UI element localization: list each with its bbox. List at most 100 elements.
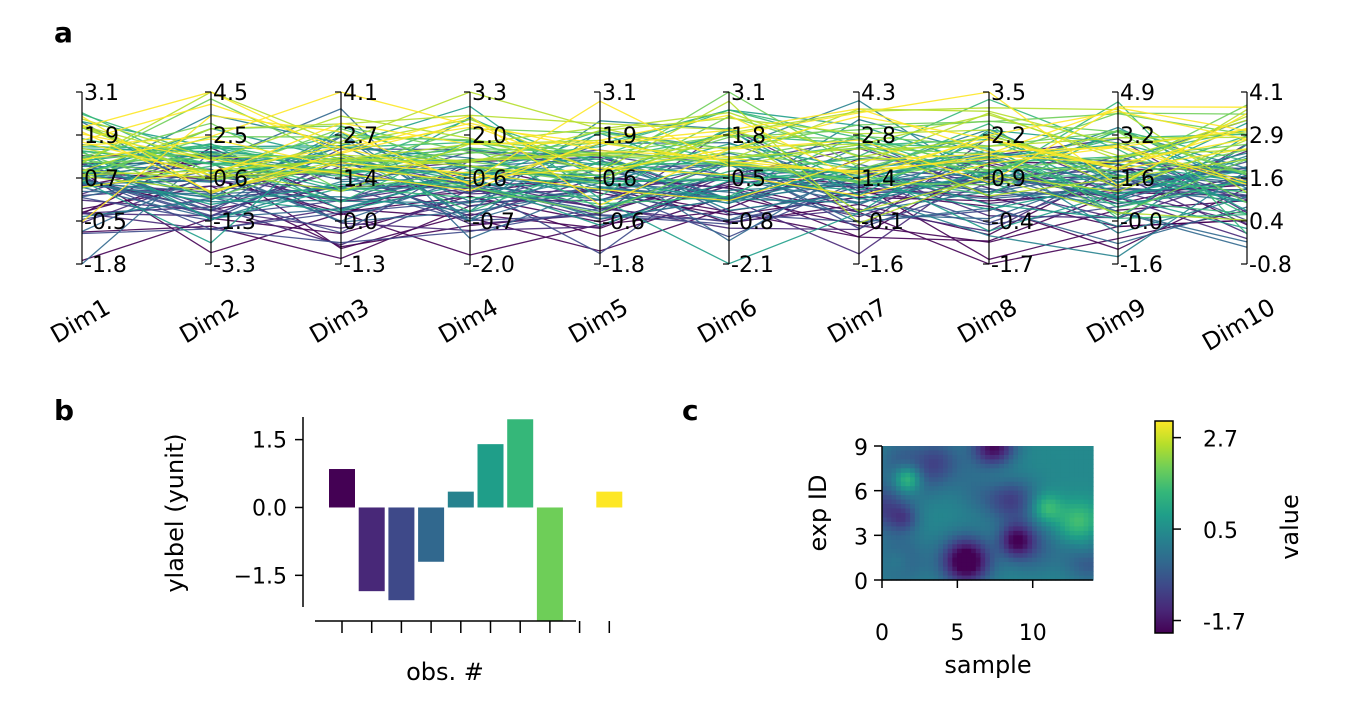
heatmap-cell	[985, 504, 991, 510]
heatmap-cell	[900, 472, 907, 478]
heatmap-cell	[966, 521, 972, 527]
heatmap-cell	[975, 477, 982, 483]
heatmap-cell	[882, 553, 888, 559]
heatmap-cell	[914, 521, 921, 527]
heatmap-cell	[1050, 548, 1057, 554]
heatmap-cell	[1027, 562, 1033, 568]
heatmap-cell	[886, 575, 892, 581]
heatmap-cell	[924, 566, 930, 572]
heatmap-cell	[896, 446, 902, 452]
heatmap-cell	[1022, 557, 1028, 563]
heatmap-cell	[938, 454, 944, 460]
heatmap-cell	[924, 463, 930, 469]
heatmap-cell	[942, 463, 949, 469]
heatmap-y-tick-label: 6	[854, 481, 868, 506]
heatmap-cell	[1027, 499, 1033, 505]
heatmap-cell	[928, 490, 935, 496]
heatmap-cell	[910, 495, 916, 501]
heatmap-cell	[1046, 504, 1052, 510]
heatmap-cell	[938, 468, 944, 474]
heatmap-cell	[1055, 513, 1061, 519]
heatmap-cell	[947, 472, 953, 478]
heatmap-cell	[961, 468, 967, 474]
heatmap-cell	[1013, 521, 1019, 527]
heatmap-cell	[989, 530, 996, 536]
heatmap-cell	[900, 459, 907, 465]
heatmap-cell	[1027, 513, 1033, 519]
heatmap-cell	[980, 539, 986, 545]
heatmap-cell	[919, 513, 925, 519]
heatmap-cell	[999, 486, 1005, 492]
dimension-label: Dim10	[1198, 293, 1280, 357]
heatmap-cell	[1027, 454, 1033, 460]
heatmap-cell	[1013, 544, 1019, 550]
heatmap-cell	[1055, 553, 1061, 559]
heatmap-cell	[933, 490, 939, 496]
heatmap-cell	[1017, 526, 1024, 532]
heatmap-cell	[952, 548, 958, 554]
heatmap-cell	[989, 539, 996, 545]
heatmap-cell	[1013, 499, 1019, 505]
parallel-line	[81, 103, 1248, 197]
heatmap-cell	[1074, 490, 1080, 496]
heatmap-cell	[1041, 463, 1047, 469]
heatmap-cell	[1064, 468, 1071, 474]
heatmap-cell	[886, 468, 892, 474]
heatmap-cell	[1046, 557, 1052, 563]
heatmap-cell	[891, 513, 897, 519]
heatmap-cell	[1083, 535, 1089, 541]
heatmap-cell	[914, 450, 921, 456]
heatmap-cell	[924, 490, 930, 496]
heatmap-cell	[957, 539, 963, 545]
parallel-lines	[81, 91, 1248, 265]
heatmap-cell	[994, 513, 1000, 519]
heatmap-cell	[891, 446, 897, 452]
heatmap-cell	[1046, 517, 1052, 523]
heatmap-cell	[924, 517, 930, 523]
heatmap-cell	[942, 477, 949, 483]
heatmap-cell	[910, 486, 916, 492]
heatmap-cell	[1013, 459, 1019, 465]
heatmap-cell	[957, 504, 963, 510]
heatmap-cell	[1027, 557, 1033, 563]
axis-tick-label: 2.8	[861, 124, 896, 149]
heatmap-cell	[1074, 557, 1080, 563]
heatmap-cell	[1050, 526, 1057, 532]
heatmap-cell	[924, 468, 930, 474]
heatmap-cell	[942, 459, 949, 465]
heatmap-cell	[891, 535, 897, 541]
parallel-line	[81, 129, 1248, 203]
heatmap-cell	[1041, 530, 1047, 536]
heatmap-cell	[1046, 463, 1052, 469]
heatmap-cell	[938, 530, 944, 536]
heatmap-cell	[905, 575, 911, 581]
heatmap-cell	[1050, 481, 1057, 487]
heatmap-cell	[1069, 539, 1075, 545]
heatmap-cell	[1060, 553, 1066, 559]
heatmap-cell	[928, 571, 935, 577]
heatmap-cell	[919, 490, 925, 496]
heatmap-cell	[1022, 539, 1028, 545]
heatmap-cell	[957, 521, 963, 527]
heatmap-cell	[1083, 571, 1089, 577]
heatmap-cell	[1017, 446, 1024, 452]
heatmap-cell	[891, 454, 897, 460]
heatmap-cell	[933, 508, 939, 514]
heatmap-cell	[1032, 562, 1038, 568]
heatmap-cell	[957, 472, 963, 478]
heatmap-cell	[1060, 463, 1066, 469]
heatmap-cell	[971, 504, 977, 510]
heatmap-cell	[924, 477, 930, 483]
heatmap-cell	[1046, 513, 1052, 519]
heatmap-cell	[1088, 521, 1094, 527]
heatmap-cell	[919, 459, 925, 465]
heatmap-cell	[1060, 530, 1066, 536]
heatmap-cell	[1017, 463, 1024, 469]
heatmap-cell	[1074, 472, 1080, 478]
heatmap-cell	[900, 468, 907, 474]
heatmap-cell	[994, 463, 1000, 469]
heatmap-cell	[1069, 557, 1075, 563]
heatmap-cell	[896, 508, 902, 514]
heatmap-cell	[961, 459, 967, 465]
heatmap-cell	[1036, 504, 1043, 510]
